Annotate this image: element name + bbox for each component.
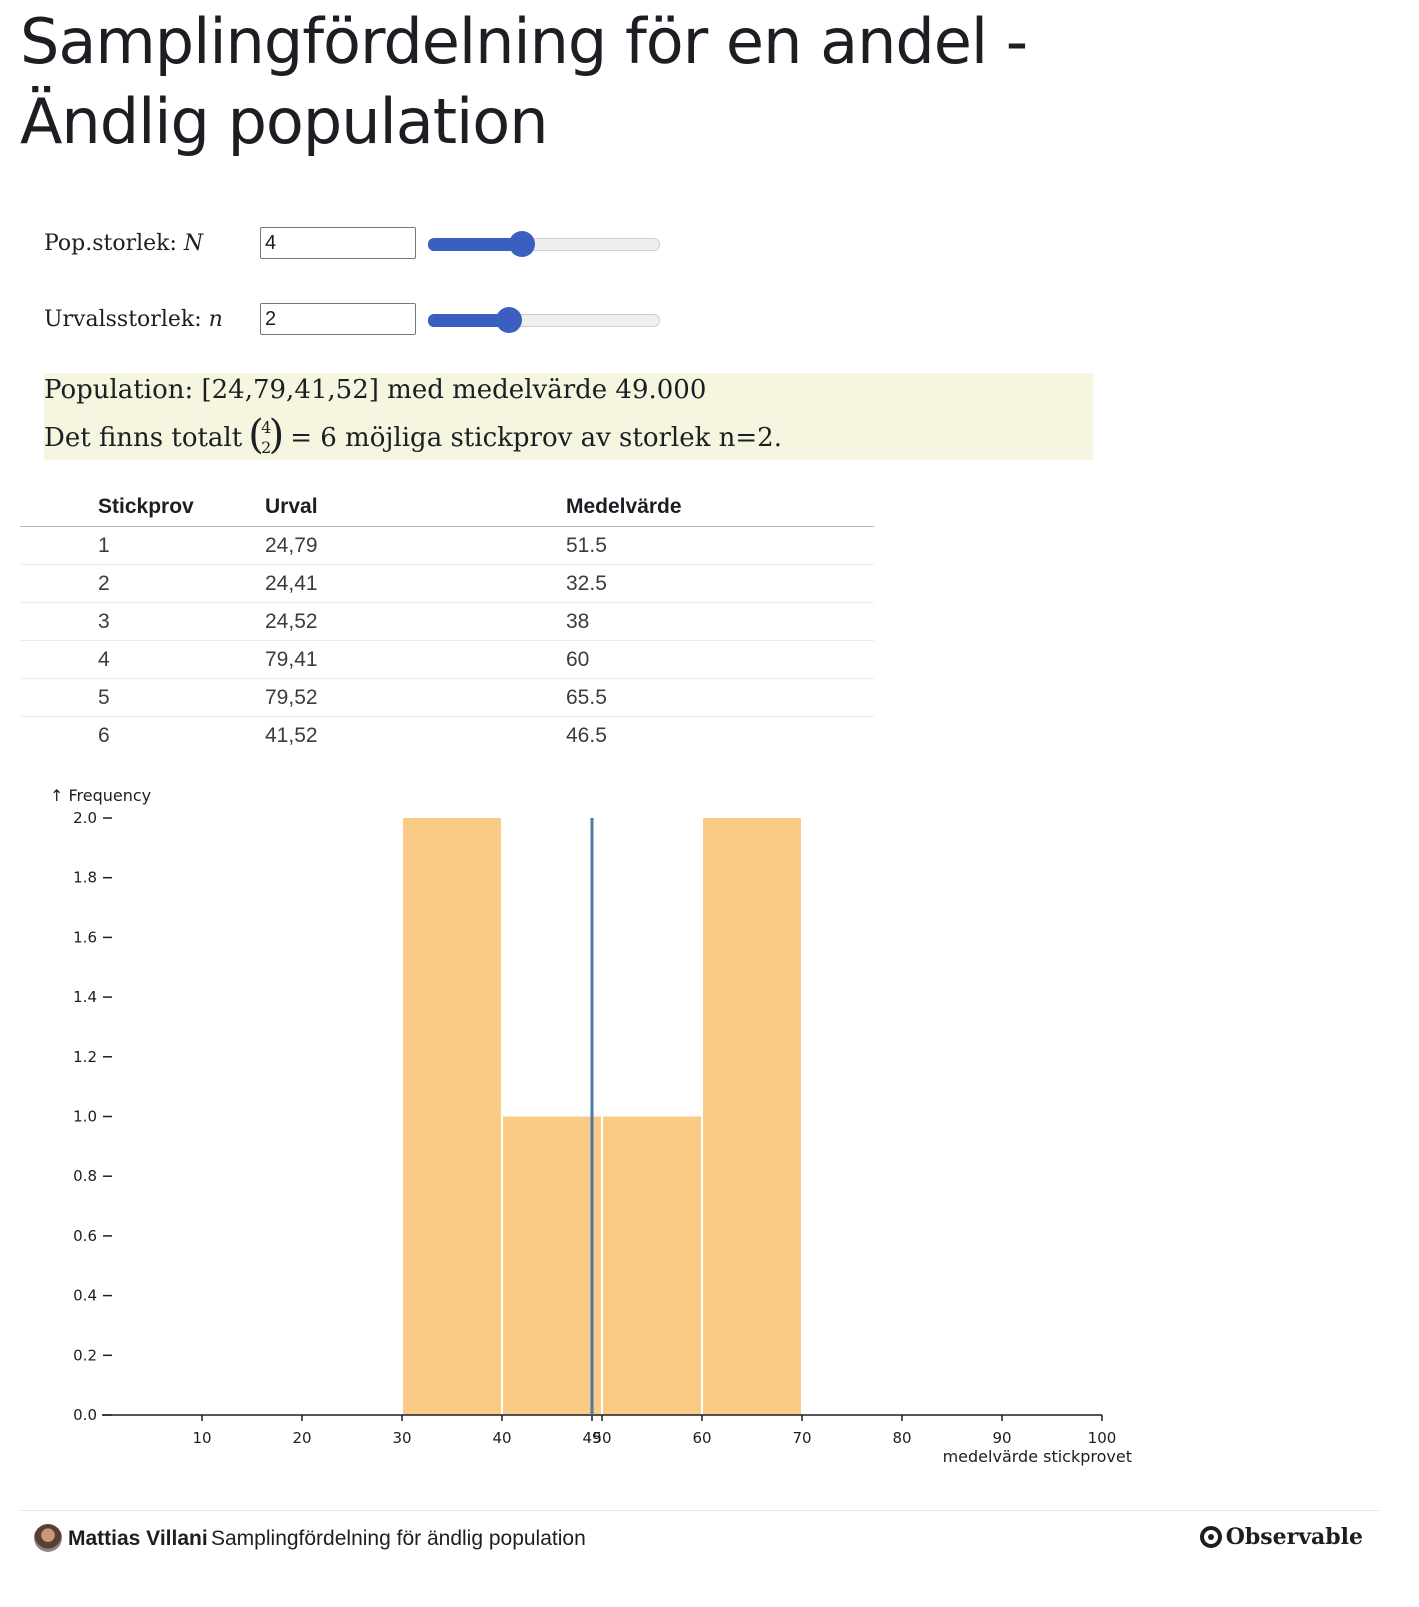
row-spacer (20, 526, 98, 565)
cell-medelvarde: 65.5 (566, 678, 874, 717)
histogram-bar (603, 1116, 701, 1415)
cell-urval: 24,79 (265, 526, 566, 565)
x-tick-label: 80 (892, 1429, 911, 1447)
x-tick-label: 100 (1088, 1429, 1117, 1447)
x-tick-label: 10 (192, 1429, 211, 1447)
x-tick-label: 70 (792, 1429, 811, 1447)
y-tick-label: 1.0 (73, 1108, 97, 1126)
table-row: 2 24,41 32.5 (20, 564, 874, 603)
table-row: 4 79,41 60 (20, 640, 874, 679)
notebook-title[interactable]: Samplingfördelning för ändlig population (211, 1527, 586, 1550)
y-tick-label: 0.2 (73, 1346, 97, 1364)
row-spacer (20, 640, 98, 679)
slider-fill (428, 314, 509, 327)
slider-fill (428, 238, 523, 251)
binomial-coefficient: (4 2) (248, 412, 285, 458)
cell-stickprov: 4 (98, 640, 265, 679)
x-tick-label: 40 (492, 1429, 511, 1447)
population-size-symbol: N (183, 231, 204, 256)
population-size-input[interactable]: 4 (260, 227, 416, 259)
population-size-slider[interactable] (428, 231, 660, 257)
cell-medelvarde: 60 (566, 640, 874, 679)
sample-size-symbol: n (208, 307, 223, 332)
table-row: 1 24,79 51.5 (20, 526, 874, 565)
y-tick-label: 1.6 (73, 928, 97, 946)
notebook-footer: Mattias Villani Samplingfördelning för ä… (20, 1510, 1379, 1571)
cell-urval: 24,52 (265, 602, 566, 641)
row-spacer (20, 717, 98, 755)
observable-icon (1199, 1526, 1222, 1548)
column-header-stickprov[interactable]: Stickprov (98, 488, 265, 527)
y-tick-label: 0.0 (73, 1406, 97, 1424)
row-spacer (20, 564, 98, 603)
cell-stickprov: 2 (98, 564, 265, 603)
sample-size-input[interactable]: 2 (260, 303, 416, 335)
sample-count-summary: Det finns totalt(4 2) = 6 möjliga stickpro… (44, 412, 782, 461)
cell-medelvarde: 38 (566, 602, 874, 641)
cell-stickprov: 6 (98, 723, 110, 747)
table-row: 6 41,52 46.5 (20, 717, 874, 755)
y-axis-label: ↑ Frequency (50, 786, 151, 805)
cell-urval: 79,41 (265, 640, 566, 679)
cell-medelvarde: 32.5 (566, 564, 874, 603)
author-name[interactable]: Mattias Villani (68, 1527, 208, 1550)
sample-count-suffix: = 6 möjliga stickprov av storlek n=2. (290, 423, 782, 453)
x-tick-label: 60 (692, 1429, 711, 1447)
sample-size-label-text: Urvalsstorlek: (44, 307, 209, 332)
x-axis-label: medelvärde stickprovet (943, 1447, 1132, 1466)
binomial-top: 4 (261, 418, 272, 437)
population-info-box: Population: [24,79,41,52] med medelvärde… (44, 373, 1093, 460)
cell-medelvarde: 51.5 (566, 526, 874, 565)
observable-logo[interactable]: Observable (1199, 1524, 1363, 1550)
page-title: Samplingfördelning för en andel - Ändlig… (20, 5, 1028, 158)
avatar[interactable] (34, 1524, 62, 1552)
y-tick-label: 0.6 (73, 1227, 97, 1245)
slider-thumb[interactable] (509, 231, 536, 257)
row-spacer (20, 602, 98, 641)
cell-urval: 24,41 (265, 564, 566, 603)
x-tick-label: 30 (392, 1429, 411, 1447)
population-size-label-text: Pop.storlek: (44, 231, 184, 256)
slider-thumb[interactable] (495, 307, 522, 333)
cell-stickprov: 5 (98, 678, 265, 717)
table-header-row: Stickprov Urval Medelvärde (20, 488, 874, 527)
sample-count-prefix: Det finns totalt (44, 423, 243, 453)
x-tick-label: 50 (592, 1429, 611, 1447)
population-size-control: Pop.storlek: N 4 (44, 227, 664, 263)
column-header-urval[interactable]: Urval (265, 488, 566, 527)
histogram-bar (503, 1116, 601, 1415)
cell-urval: 79,52 (265, 678, 566, 717)
histogram-bar (703, 818, 801, 1415)
binomial-bottom: 2 (261, 438, 272, 457)
column-header-medelvarde[interactable]: Medelvärde (566, 488, 874, 527)
x-tick-label: 20 (292, 1429, 311, 1447)
y-tick-label: 1.2 (73, 1048, 97, 1066)
y-tick-label: 1.4 (73, 988, 97, 1006)
histogram-chart: 0.0 0.2 0.4 0.6 0.8 1.0 1.2 1.4 1.6 1.8 2.0 ↑ Frequ… (50, 786, 1132, 1466)
cell-medelvarde: 46.5 (566, 723, 607, 747)
sample-size-label: Urvalsstorlek: n (44, 307, 223, 332)
y-tick-label: 0.4 (73, 1287, 97, 1305)
sample-size-control: Urvalsstorlek: n 2 (44, 303, 664, 339)
y-tick-label: 2.0 (73, 809, 97, 827)
y-tick-label: 0.8 (73, 1167, 97, 1185)
cell-urval: 41,52 (265, 723, 318, 747)
row-spacer (20, 678, 98, 717)
cell-stickprov: 1 (98, 526, 265, 565)
y-tick-label: 1.8 (73, 869, 97, 887)
observable-brand-text: Observable (1225, 1524, 1363, 1550)
sample-size-slider[interactable] (428, 307, 660, 333)
mean-tick-label: 49 (582, 1429, 601, 1447)
population-size-label: Pop.storlek: N (44, 231, 203, 256)
table-row: 3 24,52 38 (20, 602, 874, 641)
population-summary: Population: [24,79,41,52] med medelvärde… (44, 375, 707, 405)
table-header-spacer (20, 488, 98, 527)
cell-stickprov: 3 (98, 602, 265, 641)
table-row: 5 79,52 65.5 (20, 678, 874, 717)
histogram-bar (403, 818, 501, 1415)
x-tick-label: 90 (992, 1429, 1011, 1447)
